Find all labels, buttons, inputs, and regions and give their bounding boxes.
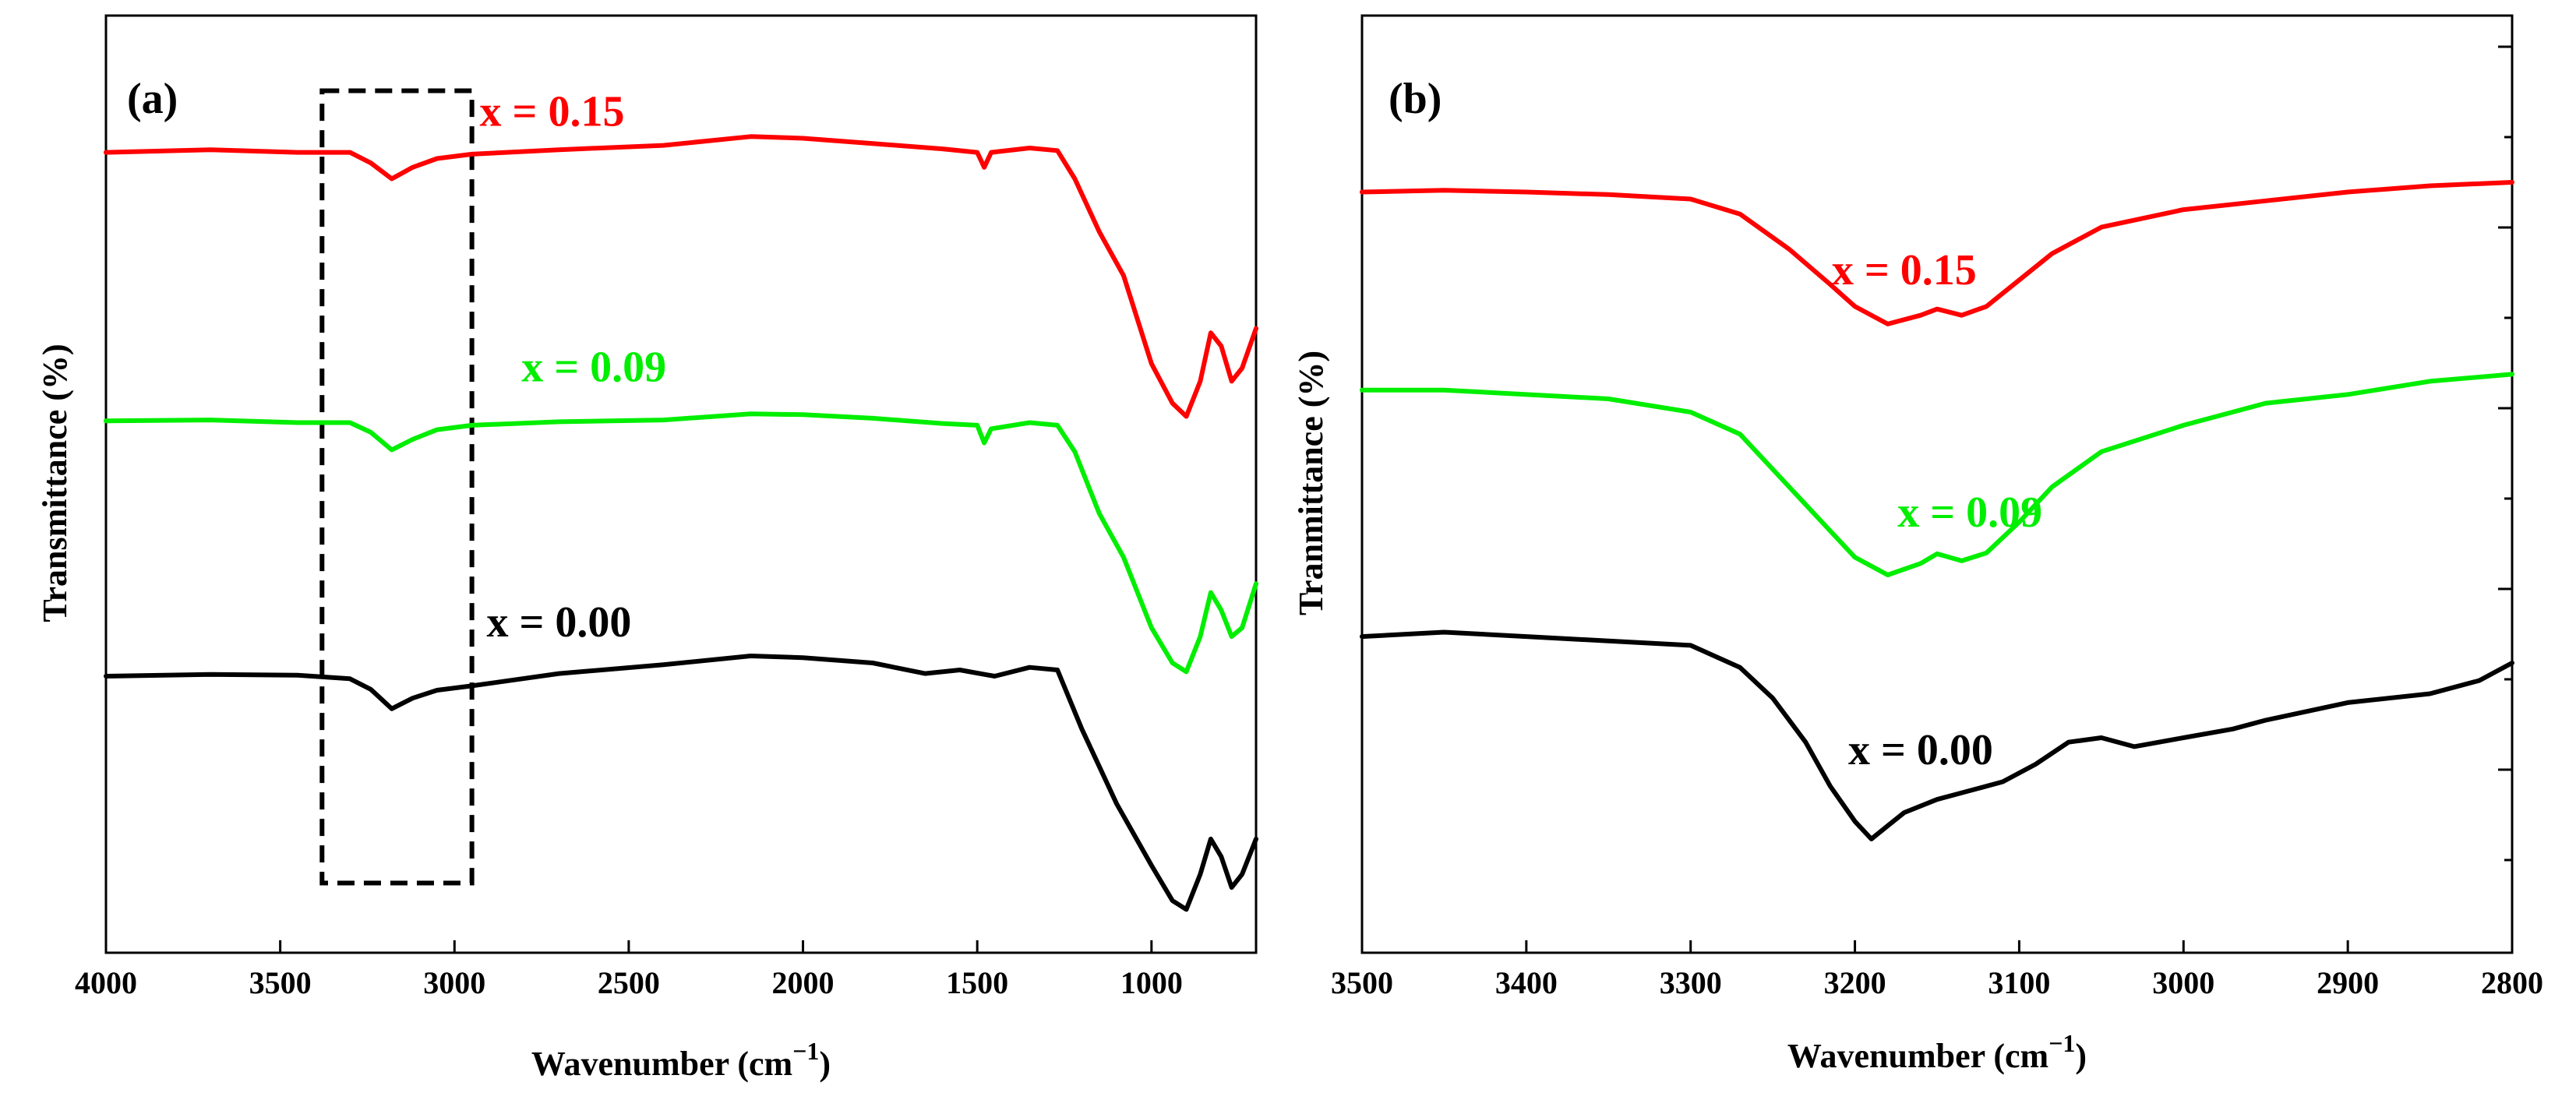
- x-tick-label-a-6: 1000: [1120, 965, 1183, 1000]
- x-tick-label-b-6: 2900: [2317, 965, 2379, 1000]
- x-ticks-b: 3500 3400 3300 3200 3100 3000 2900 2800: [1331, 940, 2543, 1000]
- series-line-a-1: [104, 411, 1258, 675]
- x-tick-label-b-7: 2800: [2481, 965, 2543, 1000]
- series-a: x = 0.15 x = 0.09 x = 0.00: [104, 88, 1258, 912]
- x-tick-label-b-4: 3100: [1988, 965, 2050, 1000]
- x-tick-label-a-4: 2000: [772, 965, 835, 1000]
- x-tick-label-a-2: 3000: [423, 965, 485, 1000]
- dashed-region-box: [319, 88, 475, 886]
- plot-frame-b: [1360, 14, 2514, 954]
- x-axis-title-b: Wavenumber (cm−1): [1787, 1029, 2087, 1075]
- series-line-b-0: [1360, 180, 2514, 326]
- series-label-b-0: x = 0.15: [1832, 246, 1977, 294]
- x-tick-label-a-0: 4000: [75, 965, 137, 1000]
- series-b: x = 0.15 x = 0.09 x = 0.00: [1360, 180, 2514, 841]
- panel-label-b: (b): [1389, 75, 1442, 123]
- panel-b: 3500 3400 3300 3200 3100 3000 2900 2800 x = 0.1…: [1292, 14, 2543, 1075]
- panel-a: 4000 3500 3000 2500 2000 1500 1000 x = 0.15x =…: [36, 14, 1258, 1083]
- plot-frame-a: [104, 14, 1258, 954]
- series-label-a-0: x = 0.15: [480, 88, 625, 136]
- y-axis-title-b: Tranmittance (%): [1292, 351, 1330, 615]
- x-tick-label-b-1: 3400: [1495, 965, 1558, 1000]
- series-label-b-1: x = 0.09: [1897, 488, 2042, 537]
- x-tick-label-a-5: 1500: [946, 965, 1008, 1000]
- series-line-a-0: [104, 134, 1258, 419]
- x-tick-label-a-3: 2500: [598, 965, 660, 1000]
- x-tick-label-b-3: 3200: [1824, 965, 1886, 1000]
- series-label-a-2: x = 0.00: [486, 598, 631, 647]
- series-label-a-1: x = 0.09: [521, 343, 666, 391]
- series-line-b-2: [1360, 629, 2514, 841]
- series-label-b-2: x = 0.00: [1848, 726, 1993, 774]
- x-ticks-a: 4000 3500 3000 2500 2000 1500 1000: [75, 940, 1183, 1000]
- series-line-a-2: [104, 654, 1258, 912]
- x-tick-label-b-2: 3300: [1660, 965, 1722, 1000]
- panel-label-a: (a): [127, 75, 178, 123]
- x-tick-label-b-0: 3500: [1331, 965, 1393, 1000]
- x-tick-label-a-1: 3500: [249, 965, 312, 1000]
- x-tick-label-b-5: 3000: [2152, 965, 2214, 1000]
- series-line-b-1: [1360, 372, 2514, 577]
- y-axis-title-a: Transmittance (%): [36, 344, 74, 622]
- right-axis-ticks-b: [2498, 45, 2512, 862]
- x-axis-title-a: Wavenumber (cm−1): [531, 1037, 831, 1083]
